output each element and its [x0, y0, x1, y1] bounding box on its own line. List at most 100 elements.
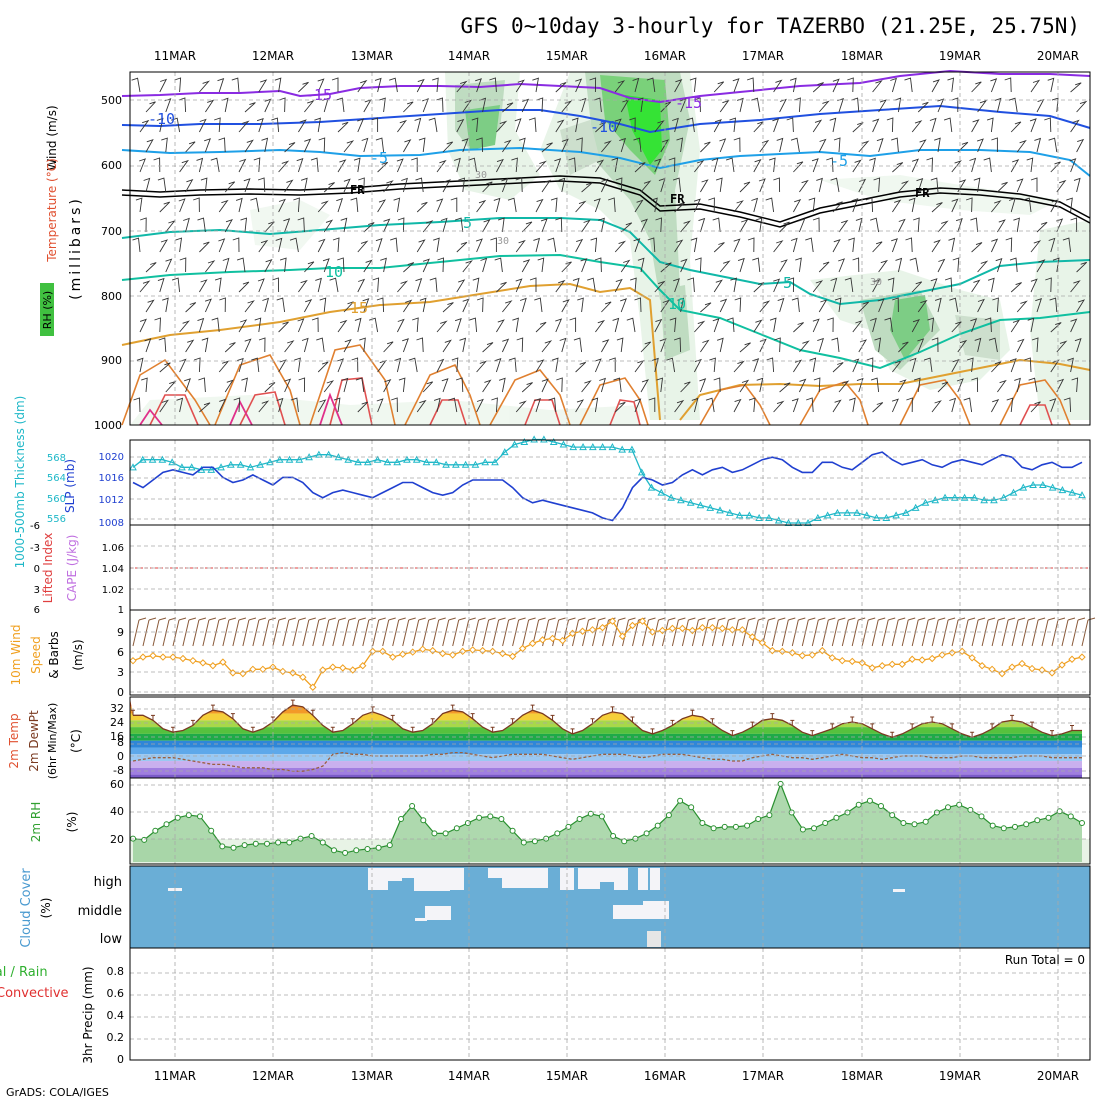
- wind-barb: [1024, 357, 1032, 373]
- wind10-barb: [901, 617, 916, 647]
- wind-barb: [383, 218, 391, 233]
- ylabel-precip-a: Total / Rain: [0, 965, 48, 980]
- wind-barb: [680, 220, 691, 233]
- wind-barb: [156, 117, 164, 133]
- wind-barb: [984, 317, 992, 333]
- date-top: 16MAR: [644, 49, 686, 63]
- wind10-barb: [612, 617, 626, 647]
- wind-barb: [1009, 257, 1018, 273]
- wind-barb: [502, 300, 513, 313]
- wind-barb: [581, 219, 591, 233]
- ytick: 0.6: [107, 987, 125, 1000]
- wind-barb: [178, 198, 186, 213]
- wind-barb: [541, 179, 552, 193]
- wind-barb: [612, 317, 620, 333]
- wind10-barb: [392, 617, 406, 647]
- wind-barb: [858, 178, 867, 193]
- wind-barb: [401, 177, 408, 193]
- wind-barb: [257, 177, 266, 193]
- wind-barb: [159, 239, 169, 253]
- wind-barb: [601, 301, 612, 313]
- temp-band: [130, 761, 1082, 768]
- wind-barb: [139, 158, 146, 173]
- wind-barb: [371, 117, 379, 132]
- ytick-thickness: 568: [47, 453, 66, 464]
- wind-barb: [158, 337, 167, 353]
- ylabel-precip-b: Convective: [0, 986, 69, 1001]
- date-top: 18MAR: [841, 49, 883, 63]
- wind-barb: [666, 357, 676, 373]
- wind-barb: [515, 79, 525, 93]
- wind10-barb: [1011, 617, 1026, 647]
- wind-barb: [874, 337, 882, 353]
- ytick: 500: [101, 94, 122, 107]
- wind-barb: [698, 217, 706, 233]
- wind-barb: [284, 340, 295, 353]
- thickness-yticks: 568 564 560 556 1020 1016 1012 1008: [47, 452, 124, 529]
- wind-barb: [892, 199, 902, 213]
- thickness-point: [647, 483, 656, 491]
- wind-barb: [1067, 357, 1074, 373]
- wind-barb: [521, 259, 531, 273]
- wind10-point: [468, 646, 477, 654]
- wind-barb: [1010, 159, 1020, 173]
- wind-barb: [1074, 337, 1082, 353]
- thickness-point: [657, 488, 666, 496]
- wind-barb: [537, 257, 545, 273]
- wind-barb: [812, 280, 824, 293]
- wind-barb: [634, 162, 646, 173]
- wind-barb: [672, 177, 682, 193]
- ytick-cape: 1: [118, 605, 124, 616]
- temp-minmax-bar: [630, 716, 635, 723]
- wind-barb: [713, 119, 722, 133]
- wind-barb: [1062, 237, 1072, 253]
- wind-barb: [756, 377, 764, 393]
- wind-barb: [359, 337, 366, 353]
- wind-barb: [654, 280, 666, 293]
- wind-barb: [1052, 257, 1060, 273]
- wind-barb: [575, 200, 587, 213]
- wind-barb: [690, 237, 698, 253]
- wind-barb: [969, 157, 977, 173]
- wind10-point: [668, 624, 677, 633]
- thickness-point: [765, 513, 773, 521]
- wind-barb: [619, 137, 626, 153]
- wind-barb: [436, 159, 447, 173]
- wind-barb: [700, 141, 711, 153]
- wind-barb: [403, 262, 415, 273]
- rh-point: [464, 820, 471, 826]
- wind-barb: [383, 341, 394, 353]
- label-rh30-a: 30: [497, 236, 509, 247]
- wind-barb: [535, 198, 544, 213]
- wind-barb: [494, 257, 503, 273]
- ylabel-wind10-a: 10m Wind: [9, 625, 23, 686]
- temp-band: [130, 747, 1082, 755]
- wind-barb: [1008, 97, 1018, 113]
- ytick-lifted: -3: [30, 543, 40, 554]
- wind10-barb: [1041, 617, 1056, 647]
- wind-barb: [1056, 179, 1067, 193]
- wind-barb: [176, 397, 184, 413]
- wind-barb: [992, 297, 999, 313]
- wind-barb: [581, 380, 592, 393]
- thickness-point: [295, 455, 304, 463]
- temp-minmax-bar: [650, 728, 655, 734]
- wind-barb: [258, 79, 268, 93]
- label-minus5-b: -5: [830, 152, 848, 170]
- wind-barb: [634, 297, 642, 313]
- ylabel-wind10-c: & Barbs: [47, 631, 61, 679]
- wind-barb: [558, 177, 566, 193]
- wind-barb: [304, 299, 313, 313]
- wind-barb: [1069, 158, 1077, 173]
- wind10-point: [279, 667, 287, 676]
- rh-markers: [130, 780, 1085, 856]
- wind-barb: [594, 257, 602, 273]
- thickness-point: [363, 458, 372, 466]
- wind-barb: [614, 118, 622, 133]
- rh-point: [710, 825, 717, 832]
- wind-barb: [301, 337, 309, 353]
- wind-barb: [1049, 398, 1057, 413]
- wind-barb: [799, 179, 809, 193]
- wind-barb: [534, 397, 542, 413]
- temp-minmax-bar: [150, 714, 155, 721]
